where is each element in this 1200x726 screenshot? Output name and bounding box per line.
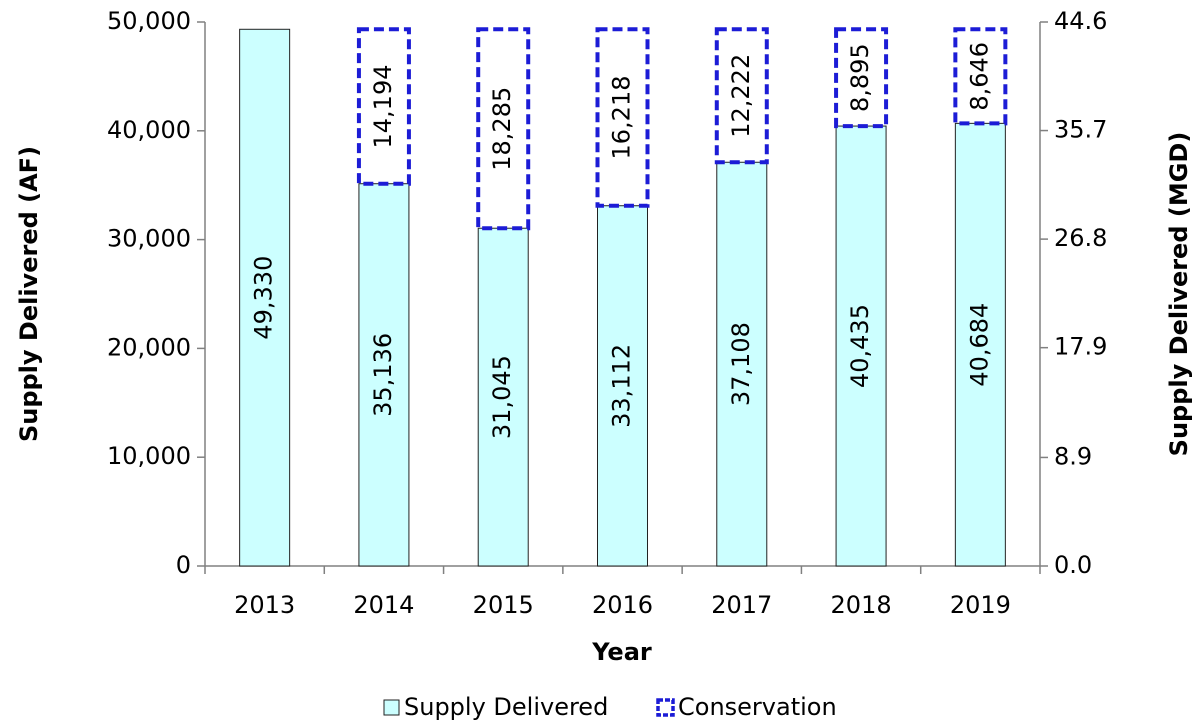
value-label: 14,194 <box>369 65 397 149</box>
x-tick-label: 2017 <box>711 591 772 619</box>
value-label: 33,112 <box>608 344 636 428</box>
value-label: 16,218 <box>608 76 636 160</box>
bar <box>835 125 887 567</box>
conservation-bar <box>714 27 769 165</box>
y-tick-label: 40,000 <box>107 116 191 144</box>
y-tick-label: 30,000 <box>107 225 191 253</box>
bar <box>477 227 529 567</box>
bar <box>597 205 648 567</box>
x-tick-label: 2019 <box>950 591 1011 619</box>
value-label: 31,045 <box>488 355 516 439</box>
x-axis-title: Year <box>591 638 652 666</box>
value-label: 37,108 <box>727 322 755 406</box>
bar <box>716 161 768 567</box>
y-tick-label: 50,000 <box>107 7 191 35</box>
conservation-bar <box>595 27 650 208</box>
x-tick-label: 2013 <box>234 591 295 619</box>
legend-swatch <box>656 698 675 717</box>
value-label: 35,136 <box>369 333 397 417</box>
legend-label: Conservation <box>678 693 837 721</box>
value-label: 40,435 <box>846 304 874 388</box>
x-tick-label: 2018 <box>831 591 892 619</box>
conservation-bar <box>476 27 531 231</box>
y2-tick-label: 8.9 <box>1054 442 1092 470</box>
value-label: 18,285 <box>488 87 516 171</box>
bar <box>239 28 291 567</box>
value-label: 8,895 <box>846 43 874 112</box>
legend-label: Supply Delivered <box>404 693 608 721</box>
y2-axis-title: Supply Delivered (MGD) <box>1165 132 1193 457</box>
value-label: 49,330 <box>250 256 278 340</box>
conservation-bar <box>953 27 1008 126</box>
legend-swatch <box>383 699 400 716</box>
bar <box>358 183 410 567</box>
conservation-bar <box>834 27 889 129</box>
value-label: 12,222 <box>727 54 755 138</box>
y2-tick-label: 44.6 <box>1054 7 1107 35</box>
bar <box>954 122 1006 567</box>
y2-tick-label: 0.0 <box>1054 551 1092 579</box>
value-label: 8,646 <box>965 42 993 111</box>
y2-tick-label: 35.7 <box>1054 116 1107 144</box>
conservation-bar <box>356 27 411 186</box>
y-axis-title: Supply Delivered (AF) <box>15 146 43 442</box>
y2-tick-label: 26.8 <box>1054 224 1107 252</box>
x-tick-label: 2014 <box>353 591 414 619</box>
y2-tick-label: 17.9 <box>1054 333 1107 361</box>
value-label: 40,684 <box>965 303 993 387</box>
y-tick-label: 0 <box>176 551 191 579</box>
x-tick-label: 2016 <box>592 591 653 619</box>
x-tick-label: 2015 <box>473 591 534 619</box>
y-tick-label: 10,000 <box>107 442 191 470</box>
y-tick-label: 20,000 <box>107 333 191 361</box>
